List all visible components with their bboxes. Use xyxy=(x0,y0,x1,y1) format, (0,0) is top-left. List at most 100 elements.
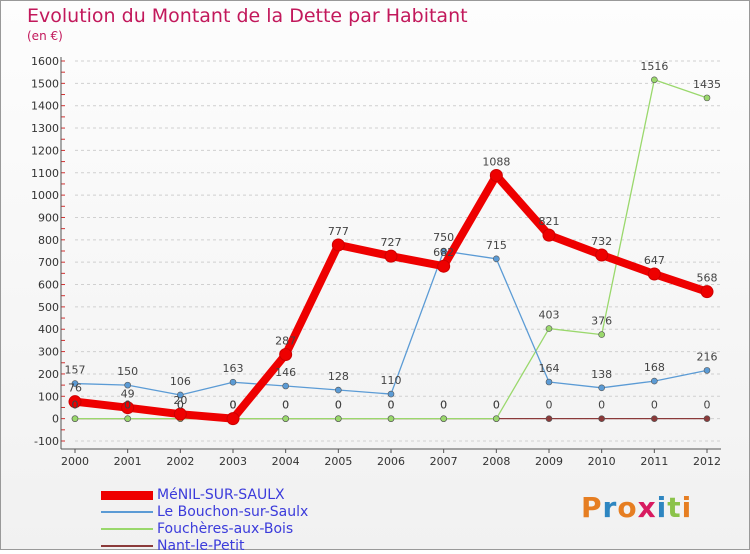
logo-letter: t xyxy=(667,491,682,524)
data-label: 682 xyxy=(433,246,454,259)
data-label: 1516 xyxy=(640,60,668,73)
y-tick-label: 600 xyxy=(38,279,59,292)
data-point xyxy=(651,415,658,422)
data-label: 138 xyxy=(591,368,612,381)
data-label: 0 xyxy=(335,399,342,412)
data-label: 0 xyxy=(651,399,658,412)
data-label: 0 xyxy=(546,399,553,412)
data-point xyxy=(387,390,395,398)
data-point xyxy=(440,415,447,422)
logo-letter: x xyxy=(637,491,657,524)
data-point xyxy=(282,415,289,422)
legend-item: Le Bouchon-sur-Saulx xyxy=(101,504,308,520)
data-point xyxy=(124,415,131,422)
data-point xyxy=(493,255,500,263)
data-point xyxy=(647,267,661,281)
legend-label: Fouchères-aux-Bois xyxy=(157,521,294,537)
data-point xyxy=(437,259,451,273)
legend-swatch xyxy=(101,511,153,513)
y-tick-label: 300 xyxy=(38,346,59,359)
data-label: 0 xyxy=(230,399,237,412)
data-label: 163 xyxy=(223,362,244,375)
data-label: 0 xyxy=(72,399,79,412)
data-label: 168 xyxy=(644,361,665,374)
y-tick-label: -100 xyxy=(34,435,59,448)
x-tick-label: 2008 xyxy=(482,455,510,468)
x-tick-label: 2004 xyxy=(272,455,300,468)
data-label: 216 xyxy=(697,350,718,363)
x-tick-label: 2009 xyxy=(535,455,563,468)
data-label: 732 xyxy=(591,235,612,248)
y-tick-label: 1500 xyxy=(31,77,59,90)
data-label: 0 xyxy=(388,399,395,412)
data-label: 750 xyxy=(433,231,454,244)
data-point xyxy=(335,415,342,422)
logo-letter: o xyxy=(617,491,638,524)
logo-letter: P xyxy=(581,491,603,524)
data-label: 0 xyxy=(282,399,289,412)
legend-swatch xyxy=(101,490,153,500)
y-tick-label: 200 xyxy=(38,368,59,381)
data-label: 0 xyxy=(124,399,131,412)
data-label: 1088 xyxy=(482,155,510,168)
x-tick-label: 2002 xyxy=(166,455,194,468)
data-point xyxy=(387,415,395,422)
data-point xyxy=(703,367,711,374)
data-label: 0 xyxy=(335,399,342,412)
data-label: 76 xyxy=(68,382,82,395)
legend-item: Nant-le-Petit xyxy=(101,538,244,554)
data-label: 20 xyxy=(173,394,187,407)
x-tick-label: 2012 xyxy=(693,455,721,468)
y-tick-label: 1100 xyxy=(31,167,59,180)
data-label: 403 xyxy=(539,309,560,322)
logo-letter: i xyxy=(656,491,668,524)
proxiti-logo: Proxiti xyxy=(581,491,692,524)
legend-swatch xyxy=(101,545,153,547)
x-tick-label: 2006 xyxy=(377,455,405,468)
data-label: 49 xyxy=(121,388,135,401)
x-tick-label: 2011 xyxy=(640,455,668,468)
data-label: 0 xyxy=(704,399,711,412)
legend-item: MéNIL-SUR-SAULX xyxy=(101,487,285,503)
data-label: 0 xyxy=(177,399,184,412)
y-tick-label: 700 xyxy=(38,256,59,269)
data-label: 0 xyxy=(440,399,447,412)
data-point xyxy=(545,325,553,332)
data-label: 715 xyxy=(486,239,507,252)
data-point xyxy=(173,407,187,421)
y-tick-label: 100 xyxy=(38,390,59,403)
legend-swatch xyxy=(101,528,153,530)
data-label: 128 xyxy=(328,370,349,383)
y-tick-label: 0 xyxy=(52,413,59,426)
series-lines xyxy=(68,76,714,426)
data-point xyxy=(68,395,82,409)
data-point xyxy=(700,285,714,299)
data-point xyxy=(651,76,658,84)
data-label: 287 xyxy=(275,334,296,347)
data-point xyxy=(71,380,79,387)
data-point xyxy=(595,248,609,262)
data-point xyxy=(598,415,605,422)
y-tick-label: 1000 xyxy=(31,189,59,202)
chart-title: Evolution du Montant de la Dette par Hab… xyxy=(27,5,468,27)
data-point xyxy=(703,94,711,102)
y-tick-label: 400 xyxy=(38,323,59,336)
y-tick-label: 800 xyxy=(38,234,59,247)
logo-letter: r xyxy=(602,491,618,524)
x-tick-label: 2003 xyxy=(219,455,247,468)
data-point xyxy=(331,238,345,252)
data-label: 0 xyxy=(72,399,79,412)
data-label: 647 xyxy=(644,254,665,267)
data-label: 0 xyxy=(124,399,131,412)
data-label: 568 xyxy=(697,272,718,285)
x-tick-label: 2005 xyxy=(324,455,352,468)
data-point xyxy=(279,347,293,361)
data-point xyxy=(651,377,658,385)
data-point xyxy=(493,415,500,422)
y-tick-label: 1600 xyxy=(31,55,59,68)
y-tick-label: 1300 xyxy=(31,122,59,135)
logo-letter: i xyxy=(681,491,693,524)
data-point xyxy=(384,249,398,263)
